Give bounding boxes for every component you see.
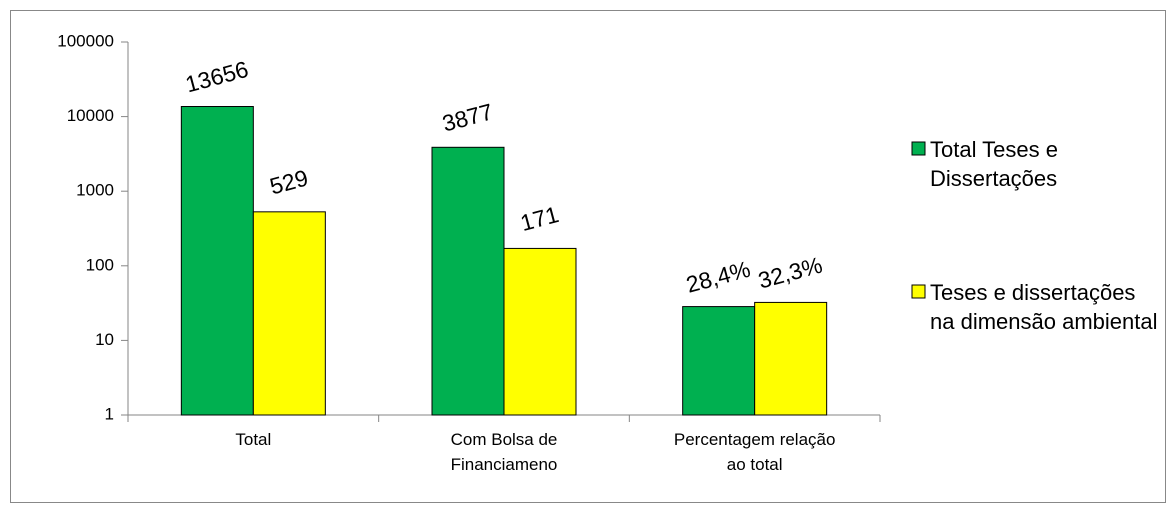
- y-tick-label: 10000: [67, 106, 114, 125]
- bar: [682, 306, 756, 416]
- y-tick-label: 100: [86, 255, 114, 274]
- y-tick-label: 10: [95, 330, 114, 349]
- x-tick-label-box: Com Bolsa de Financiameno: [450, 430, 558, 474]
- legend-swatch: [911, 284, 926, 299]
- x-tick-label-box: Percentagem relação ao total: [673, 430, 836, 474]
- legend-label: Teses e dissertações na dimensão ambient…: [930, 280, 1158, 334]
- legend-swatch: [911, 141, 926, 156]
- x-tick-label: Percentagem relação ao total: [673, 430, 836, 474]
- y-tick-label: 1: [105, 404, 114, 423]
- bar: [503, 247, 577, 416]
- bar: [431, 146, 505, 416]
- x-tick-label-box: Total: [235, 430, 272, 449]
- bar: [180, 106, 254, 416]
- bar: [754, 301, 828, 416]
- y-tick-label: 100000: [57, 31, 114, 50]
- legend-label: Total Teses e Dissertações: [930, 137, 1059, 191]
- legend-label-box: Total Teses e Dissertações: [930, 137, 1059, 191]
- x-tick-label: Com Bolsa de Financiameno: [450, 430, 558, 474]
- bar: [252, 211, 326, 416]
- x-tick-label: Total: [235, 430, 272, 449]
- y-tick-label: 1000: [76, 181, 114, 200]
- legend-label-box: Teses e dissertações na dimensão ambient…: [930, 280, 1158, 334]
